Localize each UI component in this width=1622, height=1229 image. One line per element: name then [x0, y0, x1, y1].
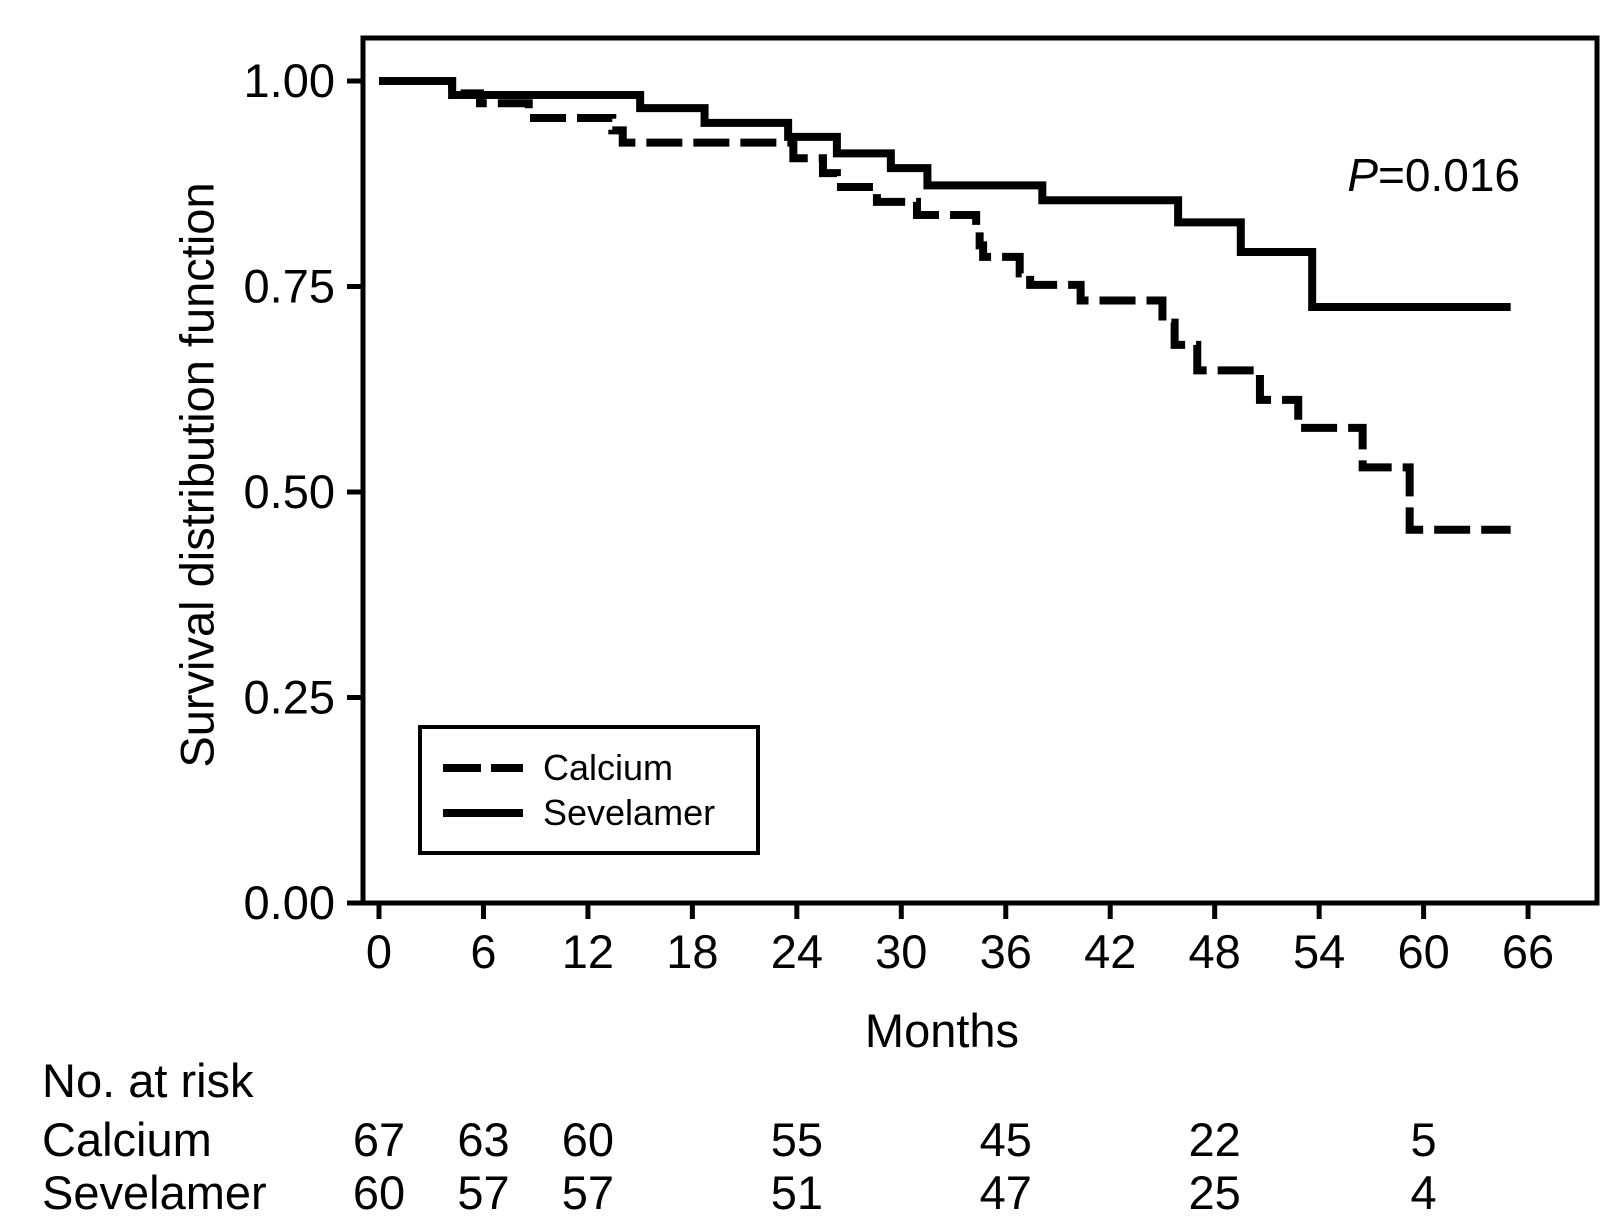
- y-tick-label: 0.75: [244, 260, 335, 313]
- risk-count: 57: [561, 1166, 615, 1219]
- p-symbol: P: [1347, 149, 1379, 201]
- x-tick-label: 30: [875, 925, 927, 978]
- x-tick-label: 60: [1397, 925, 1449, 978]
- dashed-line-sample: [443, 763, 523, 772]
- p-value-annotation: P=0.016: [1347, 148, 1520, 202]
- solid-line-sample: [443, 808, 523, 817]
- y-tick-label: 0.00: [244, 876, 335, 929]
- x-tick-label: 18: [666, 925, 718, 978]
- risk-count: 55: [770, 1113, 823, 1166]
- risk-count: 5: [1410, 1113, 1437, 1166]
- risk-row-label: Sevelamer: [42, 1166, 267, 1219]
- x-tick-label: 54: [1293, 925, 1345, 978]
- risk-count: 60: [352, 1166, 406, 1219]
- x-tick-label: 24: [771, 925, 823, 978]
- legend-item-calcium: Calcium: [443, 746, 756, 788]
- risk-count: 60: [561, 1113, 615, 1166]
- plot-frame: [360, 35, 1600, 906]
- risk-count: 57: [457, 1166, 510, 1219]
- x-tick-label: 66: [1502, 925, 1554, 978]
- x-tick-label: 0: [366, 925, 392, 978]
- risk-table-title: No. at risk: [42, 1054, 254, 1107]
- legend: Calcium Sevelamer: [418, 725, 760, 855]
- y-axis-title: Survival distribution function: [170, 182, 224, 768]
- x-tick-label: 36: [980, 925, 1032, 978]
- risk-count: 63: [457, 1113, 510, 1166]
- risk-count: 67: [352, 1113, 406, 1166]
- p-value-text: =0.016: [1378, 149, 1520, 201]
- risk-count: 22: [1188, 1113, 1241, 1166]
- legend-label-sevelamer: Sevelamer: [543, 791, 716, 833]
- risk-row-label: Calcium: [42, 1113, 212, 1166]
- risk-count: 4: [1410, 1166, 1437, 1219]
- risk-row-calcium: Calcium 67 63 60 55 45 22 5: [0, 1112, 1622, 1166]
- risk-count: 45: [979, 1113, 1032, 1166]
- x-tick-label: 42: [1084, 925, 1136, 978]
- legend-label-calcium: Calcium: [543, 746, 674, 788]
- risk-count: 47: [979, 1166, 1032, 1219]
- risk-count: 51: [770, 1166, 823, 1219]
- x-tick-label: 12: [562, 925, 614, 978]
- x-tick-label: 6: [470, 925, 496, 978]
- legend-item-sevelamer: Sevelamer: [443, 791, 756, 833]
- y-tick-label: 0.50: [244, 465, 335, 518]
- y-tick-label: 0.25: [244, 671, 335, 724]
- x-tick-label: 48: [1189, 925, 1241, 978]
- y-tick-label: 1.00: [244, 54, 335, 107]
- risk-row-sevelamer: Sevelamer 60 57 57 51 47 25 4: [0, 1165, 1622, 1219]
- curve-sevelamer: [379, 77, 1511, 312]
- risk-count: 25: [1188, 1166, 1241, 1219]
- curve-calcium: [379, 77, 1511, 534]
- x-axis-title: Months: [864, 1004, 1020, 1057]
